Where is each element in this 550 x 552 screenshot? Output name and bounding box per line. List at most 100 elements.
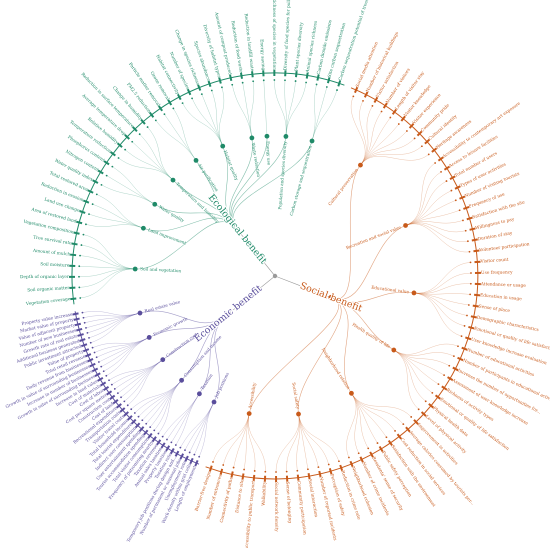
leaf-node bbox=[78, 287, 80, 289]
link-leaf bbox=[347, 393, 357, 457]
leaf-label-visitor-experience: Visitor experience bbox=[411, 93, 442, 127]
link-leaf bbox=[299, 414, 329, 465]
group-label-land-improvement: Land improvement bbox=[147, 227, 187, 246]
link-leaf bbox=[109, 360, 163, 381]
leaf-node bbox=[153, 429, 155, 431]
link-leaf bbox=[156, 120, 196, 160]
leaf-node bbox=[155, 119, 157, 121]
leaf-node bbox=[83, 317, 85, 319]
link-ecological-group-7 bbox=[231, 136, 267, 229]
leaf-node bbox=[263, 79, 265, 81]
leaf-node bbox=[469, 251, 471, 253]
leaf-node bbox=[198, 456, 200, 458]
leaf-node bbox=[317, 466, 319, 468]
leaf-node bbox=[434, 162, 436, 164]
link-leaf bbox=[287, 414, 300, 472]
leaf-node bbox=[212, 461, 214, 463]
group-node-carbon-storage-and-sequestration bbox=[310, 139, 315, 144]
leaf-node bbox=[82, 312, 84, 314]
leaf-node bbox=[211, 90, 213, 92]
link-leaf bbox=[192, 98, 223, 146]
root-node bbox=[273, 274, 277, 278]
leaf-node bbox=[182, 102, 184, 104]
link-leaf bbox=[79, 269, 135, 287]
link-leaf bbox=[276, 414, 299, 472]
leaf-label-social-network-density: Social network density bbox=[273, 482, 278, 532]
link-leaf bbox=[414, 284, 471, 294]
link-leaf bbox=[360, 131, 407, 165]
leaf-label-average-calories-consumed-by-tourists-pe: Average calories consumed by tourists pe… bbox=[407, 430, 475, 507]
leaf-node bbox=[336, 89, 338, 91]
group-node-soil-and-vegetation bbox=[133, 267, 138, 272]
leaf-label-vegetation-coverage: Vegetation coverage bbox=[25, 297, 71, 307]
link-leaf bbox=[360, 101, 367, 165]
group-node-neighborhood-relation bbox=[349, 391, 354, 396]
link-leaf bbox=[97, 194, 144, 228]
leaf-node bbox=[338, 460, 340, 462]
leaf-node bbox=[466, 315, 468, 317]
leaf-node bbox=[418, 408, 420, 410]
link-leaf bbox=[299, 414, 319, 467]
leaf-label-education-in-usage: Education in usage bbox=[480, 293, 523, 302]
leaf-label-volunteer-participation: Volunteer participation bbox=[478, 242, 530, 253]
leaf-node bbox=[85, 327, 87, 329]
category-label-social: Social benefit bbox=[298, 281, 364, 315]
link-leaf bbox=[406, 181, 447, 225]
leaf-node bbox=[394, 430, 396, 432]
leaf-node bbox=[440, 171, 442, 173]
leaf-node bbox=[406, 130, 408, 132]
leaf-node bbox=[166, 439, 168, 441]
group-label-cultural-preservation: Cultural preservation bbox=[327, 167, 359, 206]
link-leaf bbox=[164, 114, 196, 160]
group-label-health-quality-of-life: Health quality of life bbox=[351, 322, 391, 350]
link-leaf bbox=[414, 262, 471, 293]
leaf-node bbox=[455, 199, 457, 201]
leaf-node bbox=[162, 436, 164, 438]
leaf-node bbox=[326, 86, 328, 88]
link-leaf bbox=[264, 80, 267, 136]
leaf-node bbox=[191, 98, 193, 100]
leaf-node bbox=[131, 141, 133, 143]
leaf-node bbox=[252, 80, 254, 82]
leaf-node bbox=[264, 471, 266, 473]
group-label-job-positions: Job positions bbox=[213, 372, 230, 400]
link-leaf bbox=[243, 83, 252, 138]
group-node-temperature-and-humidity bbox=[171, 178, 176, 183]
leaf-node bbox=[98, 361, 100, 363]
leaf-node bbox=[307, 468, 309, 470]
link-leaf bbox=[154, 380, 181, 430]
leaf-node bbox=[457, 345, 459, 347]
link-leaf bbox=[406, 163, 436, 226]
leaf-label-amount-of-mulch: Amount of mulch bbox=[32, 249, 71, 258]
link-leaf bbox=[232, 85, 252, 138]
leaf-node bbox=[78, 276, 80, 278]
leaf-node bbox=[179, 447, 181, 449]
link-leaf bbox=[99, 337, 149, 362]
leaf-label-animal-species-richness: Animal species richness bbox=[306, 21, 319, 74]
leaf-node bbox=[103, 370, 105, 372]
link-leaf bbox=[406, 223, 468, 241]
leaf-node bbox=[117, 392, 119, 394]
leaf-label-depth-of-organic-layer: Depth of organic layer bbox=[20, 275, 70, 280]
leaf-node bbox=[193, 454, 195, 456]
leaf-node bbox=[242, 82, 244, 84]
leaf-label-accessibility-to-contemporary-art-exposu: Accessibility to contemporary art exposu… bbox=[441, 101, 522, 160]
leaf-node bbox=[141, 419, 143, 421]
link-leaf bbox=[89, 313, 140, 338]
leaf-node bbox=[421, 145, 423, 147]
link-leaf bbox=[93, 204, 144, 228]
group-label-soil-and-vegetation: Soil and vegetation bbox=[140, 266, 182, 273]
leaf-node bbox=[431, 392, 433, 394]
link-leaf bbox=[248, 414, 255, 471]
link-leaf bbox=[79, 269, 135, 277]
link-leaf bbox=[112, 360, 163, 385]
leaf-node bbox=[381, 111, 383, 113]
leaf-label-change-in-species-richness: Change in species richness bbox=[173, 29, 200, 86]
leaf-node bbox=[428, 154, 430, 156]
link-leaf bbox=[128, 360, 163, 406]
link-leaf bbox=[83, 235, 135, 269]
leaf-label-duration-of-stay: Duration of stay bbox=[477, 231, 513, 242]
leaf-label-tree-survival-rate: Tree survival rate bbox=[33, 235, 73, 246]
